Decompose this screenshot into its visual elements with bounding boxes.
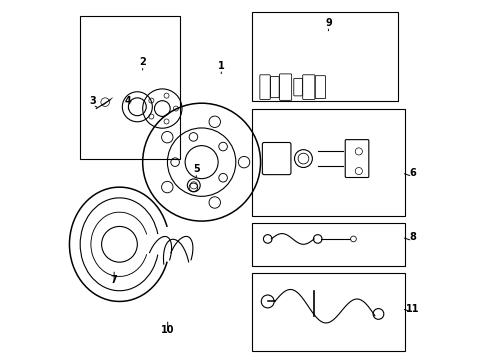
Text: 5: 5 (192, 164, 199, 174)
Text: 10: 10 (161, 325, 174, 335)
Bar (251, 109, 405, 216)
Text: 4: 4 (125, 96, 131, 107)
Text: 11: 11 (405, 303, 418, 314)
Text: 3: 3 (89, 96, 96, 107)
Text: 1: 1 (218, 61, 224, 71)
Bar (80, 16, 180, 158)
Bar (251, 223, 405, 266)
Text: 2: 2 (139, 57, 146, 67)
Text: 7: 7 (110, 275, 117, 285)
Bar (251, 12, 397, 102)
Bar (251, 273, 405, 351)
Text: 6: 6 (408, 168, 415, 178)
Text: 9: 9 (325, 18, 331, 28)
Text: 8: 8 (408, 232, 415, 242)
